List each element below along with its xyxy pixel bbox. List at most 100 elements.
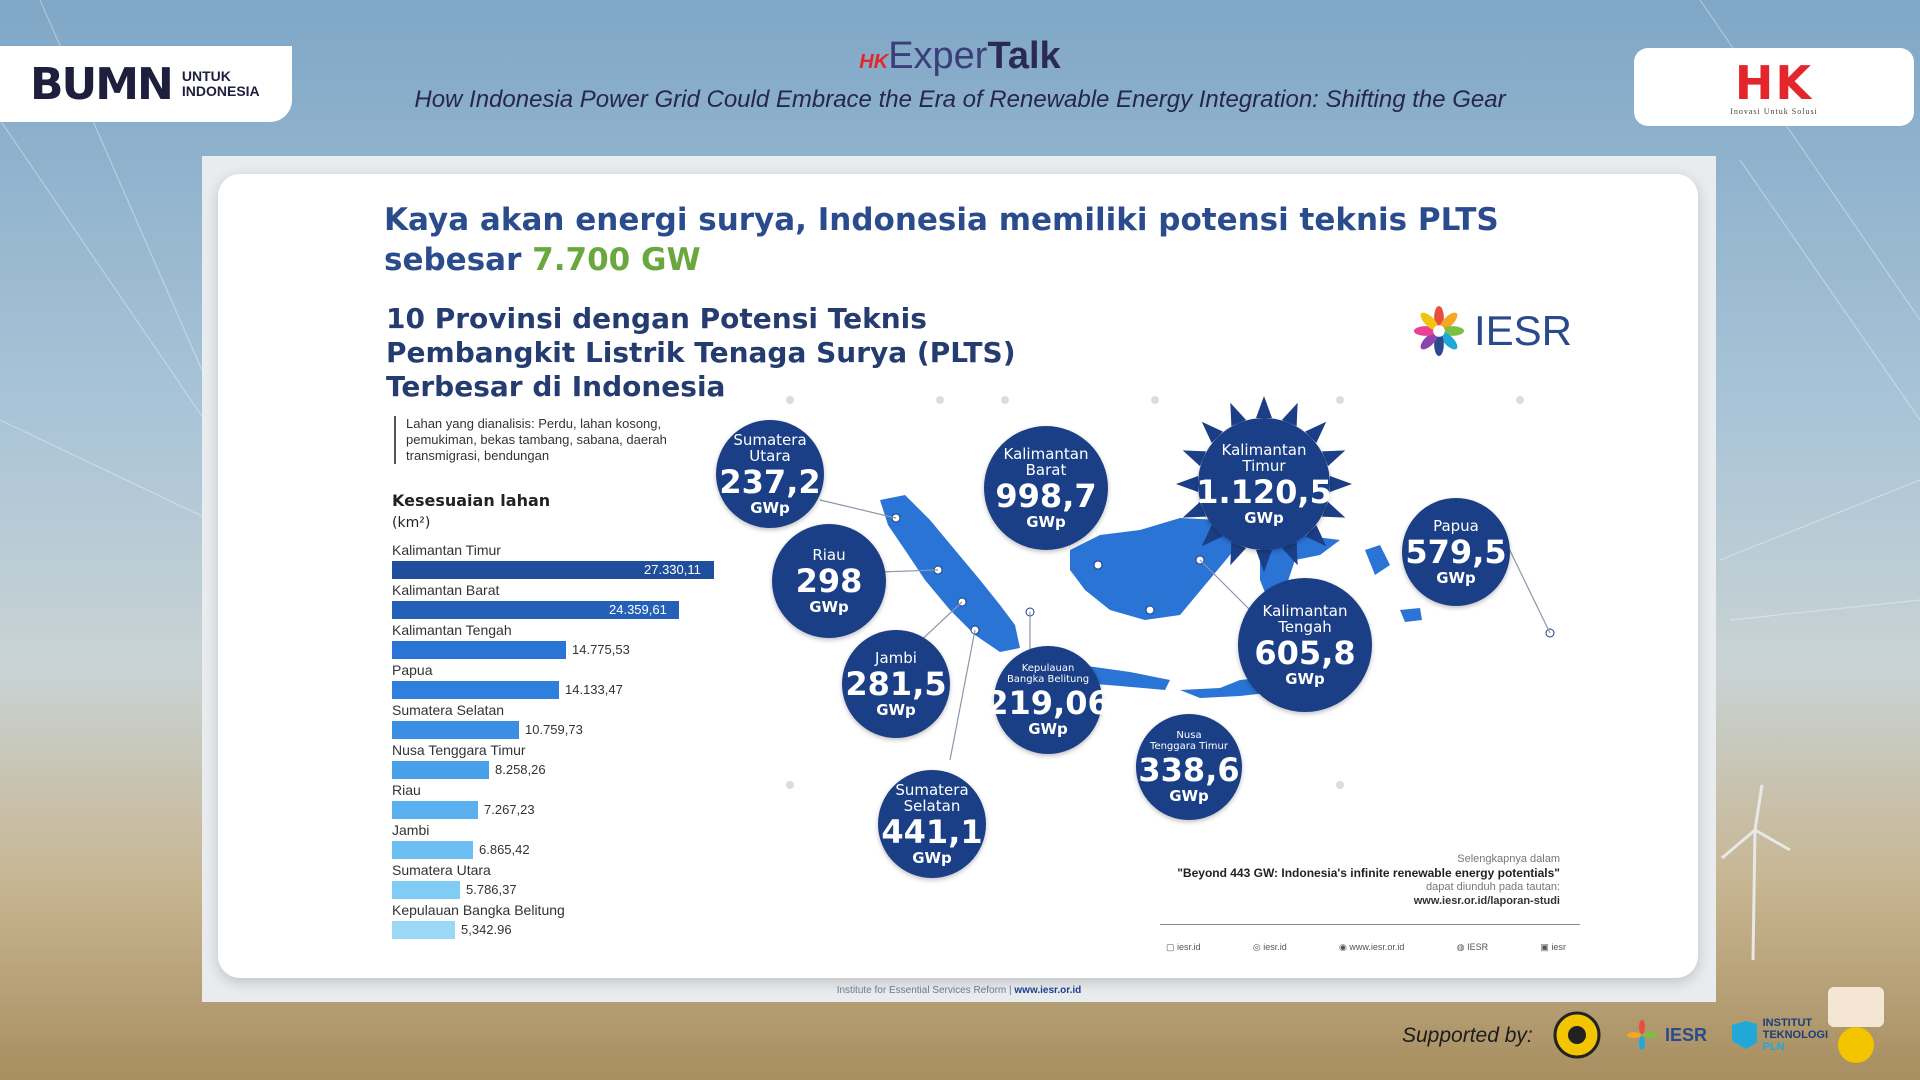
footer-site: www.iesr.or.id [1014, 985, 1082, 996]
bar-value-label: 8.258,26 [495, 762, 546, 777]
expertalk-talk: Talk [987, 35, 1061, 77]
bar-chart-title: Kesesuaian lahan [392, 491, 551, 510]
bubble-bangka-belitung: Kepulauan Bangka Belitung 219,06 GWp [986, 646, 1110, 754]
facebook-link: ▢ iesr.id [1166, 942, 1201, 952]
bar-label: Papua [392, 662, 433, 678]
bubble-name: Nusa [1176, 730, 1202, 741]
bubble-unit: GWp [1169, 787, 1209, 805]
bar-row: Kalimantan Barat 24.359,61 [392, 582, 722, 622]
bar [392, 801, 478, 819]
bubble-value: 579,5 [1405, 533, 1507, 571]
bubble-unit: GWp [1026, 513, 1066, 531]
iesr-sponsor-flower-icon [1626, 1020, 1657, 1050]
bar-label: Kalimantan Barat [392, 582, 500, 598]
reference-divider [1160, 924, 1580, 925]
bar-row: Riau 7.267,23 [392, 782, 722, 822]
bar-row: Kalimantan Timur 27.330,11 [392, 542, 722, 582]
reference-download-text: dapat diunduh pada tautan: [1426, 881, 1560, 893]
bar [392, 601, 679, 619]
iesr-flower-icon [1413, 305, 1465, 357]
bubble-value: 237,2 [719, 463, 821, 501]
itpln-emblem-icon [1732, 1021, 1757, 1049]
bubble-name: Tengah [1278, 618, 1332, 636]
bar [392, 921, 455, 939]
slide-title-prefix: sebesar [384, 242, 533, 278]
bar-row: Jambi 6.865,42 [392, 822, 722, 862]
bubble-name: Sumatera [895, 781, 969, 799]
bubble-riau: Riau 298 GWp [772, 524, 886, 638]
iesr-logo-text: IESR [1473, 307, 1572, 354]
bubble-unit: GWp [1028, 720, 1068, 738]
bar-row: Kepulauan Bangka Belitung 5,342.96 [392, 902, 722, 942]
footer-org: Institute for Essential Services Reform [836, 985, 1007, 996]
bar-value-label: 27.330,11 [644, 562, 701, 577]
bubble-name: Kepulauan [1021, 663, 1075, 674]
bar-row: Sumatera Utara 5.786,37 [392, 862, 722, 902]
expertalk-exper: Exper [888, 35, 988, 77]
bar-label: Nusa Tenggara Timur [392, 742, 526, 758]
community-logo [1826, 986, 1886, 1066]
itpln-text-3: PLN [1762, 1041, 1785, 1053]
bubble-name: Tenggara Timur [1150, 741, 1228, 752]
bubble-value: 998,7 [995, 477, 1097, 515]
bar-value-label: 14.133,47 [565, 682, 623, 697]
social-links: ▢ iesr.id ◎ iesr.id ◉ www.iesr.or.id ◍ I… [1166, 942, 1566, 953]
bumn-logo-mark: BUMN [30, 58, 174, 110]
bubble-sumatera-utara: Sumatera Utara 237,2 GWp [716, 420, 824, 528]
bar-row: Nusa Tenggara Timur 8.258,26 [392, 742, 722, 782]
instagram-handle: iesr.id [1263, 942, 1287, 952]
instagram-link: ◎ iesr.id [1252, 942, 1287, 952]
sumatra-shape [880, 495, 1020, 652]
bumn-logo: BUMN UNTUK INDONESIA [0, 46, 292, 122]
linkedin-link: ▣ iesr [1540, 942, 1566, 952]
study-reference: Selengkapnya dalam "Beyond 443 GW: Indon… [1120, 852, 1560, 908]
bubble-papua: Papua 579,5 GWp [1402, 498, 1510, 606]
bar [392, 561, 714, 579]
bar [392, 641, 566, 659]
esdm-emblem-icon [1553, 1011, 1601, 1059]
borneo-shape [1070, 518, 1245, 620]
slide-subtitle-line2: Pembangkit Listrik Tenaga Surya (PLTS) [386, 336, 1016, 369]
slide-title-highlight: 7.700 GW [532, 242, 701, 278]
iesr-logo: IESR [1412, 296, 1572, 366]
bar-chart-unit: (km²) [392, 515, 431, 531]
itpln-logo: INSTITUT TEKNOLOGI PLN [1728, 1010, 1828, 1060]
bubble-name: Sumatera [733, 431, 807, 449]
bubble-unit: GWp [876, 701, 916, 719]
bar-value-label: 7.267,23 [484, 802, 535, 817]
itpln-text-1: INSTITUT [1762, 1017, 1813, 1029]
twitter-handle: IESR [1467, 942, 1489, 952]
bubble-name: Utara [749, 447, 791, 465]
hk-logo-tagline: Inovasi Untuk Solusi [1730, 106, 1818, 116]
bar [392, 761, 489, 779]
bubble-value: 1.120,5 [1196, 473, 1332, 511]
slide-subtitle: 10 Provinsi dengan Potensi Teknis Pemban… [386, 302, 1046, 404]
bubble-sumatera-selatan: Sumatera Selatan 441,1 GWp [878, 770, 986, 878]
bar-label: Jambi [392, 822, 430, 838]
slide-title: Kaya akan energi surya, Indonesia memili… [384, 200, 1604, 280]
bar [392, 721, 519, 739]
bar-label: Riau [392, 782, 421, 798]
iesr-sponsor-logo: IESR [1616, 1010, 1716, 1060]
bar-value-label: 10.759,73 [525, 722, 583, 737]
bubble-kalimantan-timur: Kalimantan Timur 1.120,5 GWp [1196, 418, 1332, 550]
reference-title: "Beyond 443 GW: Indonesia's infinite ren… [1177, 866, 1560, 880]
bar-row: Sumatera Selatan 10.759,73 [392, 702, 722, 742]
bubble-name: Riau [812, 546, 846, 564]
bubble-value: 605,8 [1254, 634, 1356, 672]
expertalk-hk-prefix: HK [859, 51, 889, 73]
bubble-name: Kalimantan [1221, 441, 1307, 459]
bar-row: Kalimantan Tengah 14.775,53 [392, 622, 722, 662]
bubble-jambi: Jambi 281,5 GWp [842, 630, 950, 738]
bar-value-label: 5,342.96 [461, 922, 512, 937]
website-handle: www.iesr.or.id [1349, 942, 1405, 952]
linkedin-handle: iesr [1551, 942, 1566, 952]
bar-chart-heading: Kesesuaian lahan (km²) [392, 490, 550, 534]
bubble-name: Timur [1242, 457, 1286, 475]
bubble-unit: GWp [1436, 569, 1476, 587]
slide-subtitle-line3: Terbesar di Indonesia [386, 370, 726, 403]
itpln-text-2: TEKNOLOGI [1762, 1029, 1828, 1041]
bubble-nusa-tenggara-timur: Nusa Tenggara Timur 338,6 GWp [1136, 714, 1242, 820]
iesr-sponsor-text: IESR [1664, 1024, 1707, 1045]
event-subtitle: How Indonesia Power Grid Could Embrace t… [414, 86, 1506, 113]
